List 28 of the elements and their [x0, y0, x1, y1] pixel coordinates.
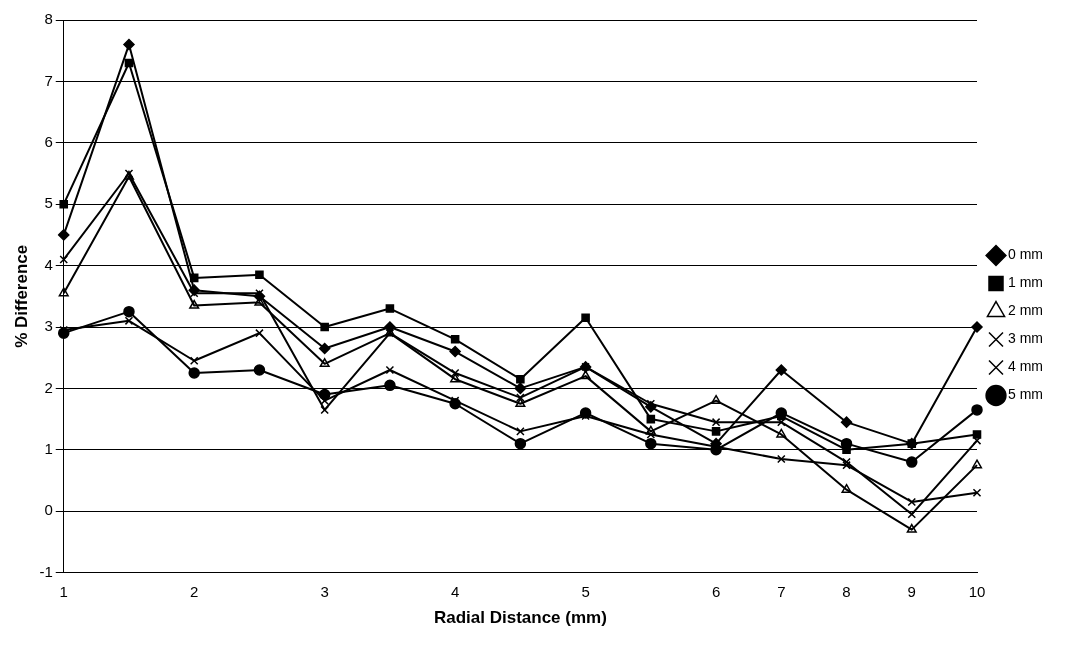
y-axis-title: % Difference [11, 244, 31, 348]
x-tick-label: 2 [190, 582, 199, 600]
legend-label: 2 mm [1008, 302, 1043, 319]
x-tick-label: 7 [777, 582, 786, 600]
y-tick-label: 3 [44, 317, 53, 335]
legend-label: 4 mm [1008, 358, 1043, 375]
legend-label: 3 mm [1008, 330, 1043, 347]
y-tick-label: 6 [44, 132, 53, 150]
y-tick-label: 0 [44, 501, 53, 519]
y-tick-label: 8 [44, 10, 53, 28]
y-tick-label: 1 [44, 439, 53, 457]
y-tick-label: -1 [39, 562, 53, 580]
legend-label: 1 mm [1008, 274, 1043, 291]
x-tick-label: 8 [842, 582, 851, 600]
x-tick-label: 10 [968, 582, 986, 600]
legend-label: 0 mm [1008, 246, 1043, 263]
x-tick-label: 4 [450, 582, 460, 600]
legend-label: 5 mm [1008, 386, 1043, 403]
x-tick-label: 1 [59, 582, 68, 600]
y-tick-label: 4 [44, 255, 53, 273]
x-tick-label: 9 [907, 582, 916, 600]
x-tick-label: 5 [581, 582, 590, 600]
x-axis-title: Radial Distance (mm) [433, 608, 607, 628]
x-tick-label: 3 [320, 582, 329, 600]
x-tick-label: 6 [711, 582, 721, 600]
y-tick-label: 2 [44, 378, 53, 396]
y-tick-label: 7 [44, 71, 53, 89]
y-tick-label: 5 [44, 194, 53, 212]
